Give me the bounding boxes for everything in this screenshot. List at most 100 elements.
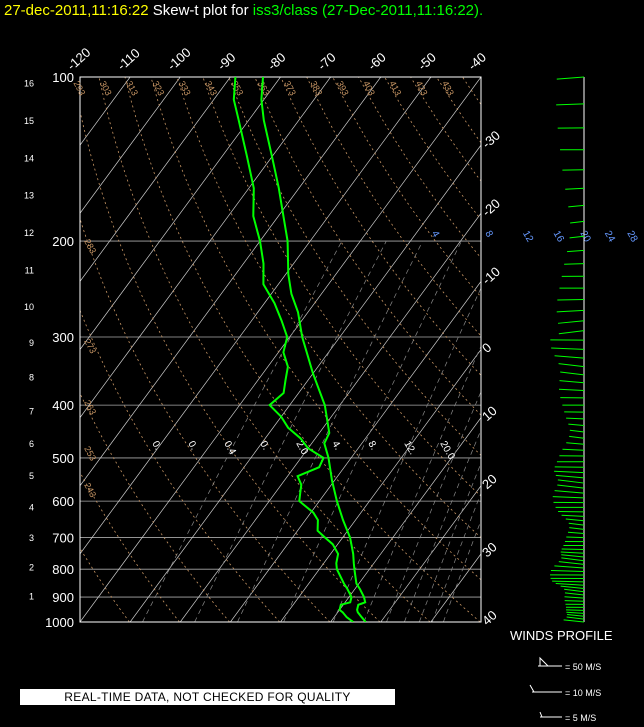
dry-adiabat-line [306, 77, 481, 337]
wind-barb [554, 490, 585, 494]
isotherm-line [80, 77, 481, 622]
wind-barb [566, 417, 585, 420]
wind-barb [558, 388, 585, 391]
dry-adiabat-line [410, 77, 481, 182]
pressure-tick-label: 300 [52, 330, 74, 345]
dry-adiabat-label: 313 [124, 79, 140, 97]
mixing-ratio-line [418, 462, 481, 622]
wind-barb [552, 496, 585, 499]
isotherm-line [80, 77, 432, 555]
wind-barb [565, 518, 585, 522]
isotherm-line [80, 77, 281, 351]
wind-barb [566, 611, 585, 614]
wind-key-5-symbol [539, 711, 562, 718]
wind-barb [564, 592, 585, 596]
dry-adiabat-label: 333 [177, 79, 193, 97]
wind-barb [559, 380, 585, 384]
temp-tick-right: 10 [479, 403, 500, 424]
dry-adiabat-label: 403 [361, 79, 377, 97]
temp-tick-right: -10 [479, 264, 503, 288]
pressure-tick-label: 500 [52, 451, 74, 466]
mixing-ratio-line [194, 240, 387, 622]
height-tick-label: 8 [29, 373, 34, 383]
wind-barb [562, 448, 585, 451]
moist-adiabat-label: 0. [185, 439, 199, 452]
pressure-tick-label: 1000 [45, 615, 74, 630]
temp-tick-top: -80 [264, 50, 288, 74]
temp-tick-top: -50 [415, 50, 439, 74]
wind-barb [557, 479, 585, 484]
temperature-line [260, 77, 367, 622]
dry-adiabat-label: 433 [440, 79, 456, 97]
moist-adiabat-label: 0.4 [221, 439, 238, 457]
wind-barb [554, 565, 585, 569]
wind-barb [569, 429, 585, 433]
temp-tick-top: -90 [214, 50, 238, 74]
height-tick-label: 2 [29, 563, 34, 573]
pressure-tick-label: 900 [52, 590, 74, 605]
wind-barb [552, 580, 585, 583]
pressure-tick-label: 200 [52, 234, 74, 249]
dry-adiabat-line [254, 77, 481, 416]
wind-barb [561, 557, 585, 562]
dry-adiabat-line [80, 309, 281, 622]
temp-tick-top: -70 [315, 50, 339, 74]
mixing-ratio-label: 16 [551, 229, 566, 245]
isotherm-line [531, 77, 644, 622]
wind-barb [567, 249, 585, 253]
wind-key-10: = 10 M/S [565, 688, 602, 698]
wind-barb [563, 619, 585, 623]
wind-barb [569, 527, 585, 530]
moist-adiabat-label: 8. [365, 439, 379, 452]
wind-key-5: = 5 M/S [565, 713, 597, 723]
wind-barb [564, 596, 585, 599]
moist-adiabat-label: 20.0 [437, 439, 456, 462]
pressure-tick-label: 800 [52, 562, 74, 577]
temp-tick-right: 40 [479, 607, 500, 628]
wind-barb [561, 514, 585, 517]
wind-barb [566, 442, 585, 445]
height-tick-label: 4 [29, 502, 34, 512]
wind-barb [567, 613, 585, 617]
wind-barb [569, 235, 585, 239]
wind-barbs [529, 76, 585, 718]
dry-adiabat-line [280, 77, 481, 376]
dry-adiabat-line [80, 392, 230, 622]
dry-adiabat-label: 303 [98, 79, 114, 97]
isotherm-line [80, 77, 231, 282]
wind-barb [564, 600, 585, 602]
series [232, 77, 367, 622]
pressure-tick-label: 400 [52, 398, 74, 413]
dry-adiabat-label: 343 [203, 79, 219, 97]
temp-tick-top: -40 [465, 50, 489, 74]
isotherm-line [280, 348, 481, 622]
dry-adiabat-label: 263 [82, 398, 98, 416]
temp-tick-top: -110 [114, 45, 143, 73]
isotherm-line [80, 77, 331, 419]
dry-adiabat-label: 393 [335, 79, 351, 97]
pressure-tick-label: 100 [52, 70, 74, 85]
dry-adiabat-label: 363 [256, 79, 272, 97]
moist-adiabat-label: 0. [257, 439, 271, 452]
mixing-ratio-line [142, 240, 343, 622]
wind-barb [557, 298, 585, 301]
dry-adiabat-label: 373 [282, 79, 298, 97]
plot-frame [79, 76, 482, 623]
dry-adiabat-label: 243 [82, 481, 98, 499]
wind-barb [561, 554, 585, 558]
isotherm-line [230, 280, 481, 622]
wind-barb [558, 363, 585, 368]
wind-barb [555, 583, 585, 586]
title-time: 27-dec-2011,11:16:22 [4, 2, 149, 19]
dry-adiabat-line [150, 77, 481, 581]
height-tick-label: 9 [29, 338, 34, 348]
wind-barb [569, 435, 585, 439]
moist-adiabat-label: 4. [329, 439, 343, 452]
height-tick-label: 15 [24, 116, 34, 126]
pressure-tick-label: 600 [52, 494, 74, 509]
title-station: iss3/class [252, 2, 318, 19]
moist-adiabat-label: 0. [149, 439, 163, 452]
dry-adiabat-line [80, 471, 180, 622]
wind-barb [560, 551, 585, 554]
